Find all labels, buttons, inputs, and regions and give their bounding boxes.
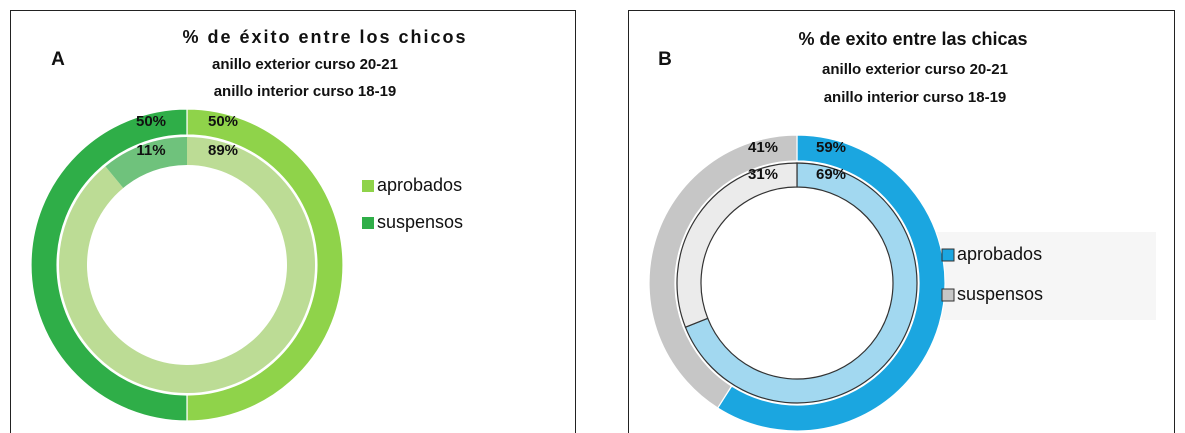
donut-segment <box>684 162 918 404</box>
chart-subtitle: anillo exterior curso 20-21 <box>822 61 1008 78</box>
donut-segment <box>716 134 946 432</box>
donut-segment <box>676 162 798 328</box>
legend-label: aprobados <box>377 175 462 195</box>
legend-label: suspensos <box>957 284 1043 304</box>
legend-box <box>928 232 1156 320</box>
chart-subtitle: anillo exterior curso 20-21 <box>212 56 398 73</box>
value-label: 50% <box>208 113 238 130</box>
value-label: 41% <box>748 139 778 156</box>
value-label: 59% <box>816 139 846 156</box>
chart-subtitle: anillo interior curso 18-19 <box>824 89 1007 106</box>
value-label: 11% <box>136 142 165 159</box>
panel-label: A <box>51 49 65 70</box>
donut-segment <box>30 108 188 422</box>
value-label: 31% <box>748 166 778 183</box>
donut-segment <box>186 108 344 422</box>
legend-swatch <box>362 180 374 192</box>
legend-swatch <box>941 288 955 302</box>
legend-label: suspensos <box>377 212 463 232</box>
value-label: 89% <box>208 142 238 159</box>
value-label: 50% <box>136 113 166 130</box>
legend-swatch <box>941 248 955 262</box>
value-label: 69% <box>816 166 846 183</box>
chart-title: % de éxito entre los chicos <box>182 27 467 47</box>
chart-subtitle: anillo interior curso 18-19 <box>214 83 397 100</box>
donut-segment <box>105 137 187 188</box>
chart-title: % de exito entre las chicas <box>798 29 1027 49</box>
legend-swatch <box>362 217 374 229</box>
donut-segment <box>648 134 798 409</box>
panel-label: B <box>658 49 672 70</box>
legend-label: aprobados <box>957 244 1042 264</box>
